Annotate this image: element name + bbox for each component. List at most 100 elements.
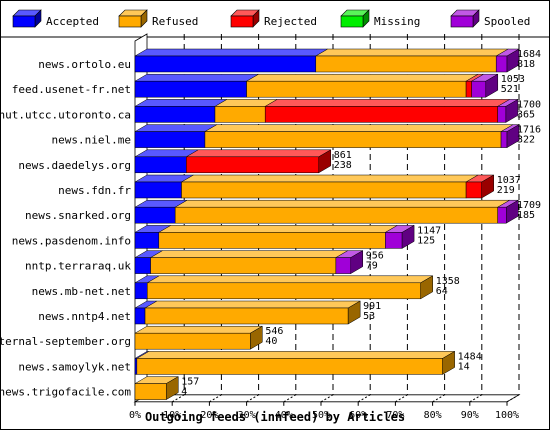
x-tick-label-0: 0%	[129, 410, 141, 421]
offered-label-nntp-terraraq-uk: 956	[366, 251, 384, 262]
bar-news-fdn-fr-refused	[181, 181, 467, 199]
offered-label-news-nntp4-net: 991	[363, 301, 381, 312]
category-label-news-mb-net-net: news.mb-net.net	[32, 285, 131, 298]
category-label-eternal-september-org: eternal-september.org	[1, 335, 131, 348]
bar-end-feed-usenet-fr-net	[485, 73, 499, 98]
x-tick-label-30: 30%	[238, 410, 256, 421]
bar-news-niel-me-spooled	[500, 131, 508, 148]
bar-news-niel-me-accepted	[134, 131, 206, 148]
bar-end-news-pasdenom-info	[401, 224, 415, 249]
bar-nut-utcc-utoronto-ca-rejected	[264, 106, 498, 123]
bar-feed-usenet-fr-net-refused	[246, 80, 467, 98]
bar-top-news-ortolo-eu-accepted	[134, 48, 329, 57]
offered-label-news-samoylyk-net: 1484	[458, 351, 482, 362]
bar-news-samoylyk-net-accepted	[134, 358, 138, 375]
bar-news-samoylyk-net-refused	[136, 358, 443, 375]
legend-label-missing: Missing	[374, 15, 420, 28]
bar-news-mb-net-net-refused	[147, 282, 421, 300]
x-axis-label: Outgoing feeds (innfeed) by Articles	[145, 410, 405, 424]
bar-news-trigofacile-com-refused	[134, 383, 167, 400]
bar-end-news-nntp4-net	[347, 300, 361, 325]
accepted-label-news-snarked-org: 185	[517, 210, 535, 221]
bar-news-niel-me-refused	[204, 131, 502, 148]
category-label-news-pasdenom-info: news.pasdenom.info	[12, 234, 131, 247]
bar-news-snarked-org-refused	[174, 206, 498, 224]
offered-label-feed-usenet-fr-net: 1053	[501, 74, 525, 85]
bar-top-news-pasdenom-info-refused	[157, 225, 399, 233]
legend-label-rejected: Rejected	[264, 15, 317, 28]
accepted-label-nntp-terraraq-uk: 79	[366, 261, 378, 272]
accepted-label-news-ortolo-eu: 818	[517, 59, 535, 70]
bar-end-news-snarked-org	[506, 199, 519, 224]
category-label-news-trigofacile-com: news.trigofacile.com	[1, 386, 131, 399]
bar-feed-usenet-fr-net-spooled	[471, 80, 487, 98]
category-label-news-ortolo-eu: news.ortolo.eu	[38, 58, 131, 71]
bar-top-eternal-september-org-refused	[134, 325, 264, 334]
offered-label-news-trigofacile-com: 157	[181, 377, 199, 388]
bar-end-news-niel-me	[506, 124, 520, 149]
bar-news-mb-net-net-accepted	[134, 282, 148, 300]
accepted-label-news-nntp4-net: 53	[363, 311, 375, 322]
bar-news-daedelys-org-accepted	[134, 156, 187, 174]
x-tick-label-20: 20%	[200, 410, 218, 421]
bar-nntp-terraraq-uk-refused	[150, 257, 337, 274]
accepted-label-news-pasdenom-info: 125	[417, 235, 435, 246]
bar-nut-utcc-utoronto-ca-spooled	[497, 106, 507, 123]
x-tick-label-80: 80%	[424, 410, 442, 421]
bar-top-news-daedelys-org-rejected	[185, 149, 332, 158]
bar-news-pasdenom-info-refused	[158, 232, 386, 249]
offered-label-news-daedelys-org: 861	[334, 150, 352, 161]
bar-top-nut-utcc-utoronto-ca-accepted	[134, 99, 228, 107]
bar-eternal-september-org-refused	[134, 332, 251, 350]
bar-news-daedelys-org-rejected	[186, 156, 320, 174]
legend-label-refused: Refused	[152, 15, 198, 28]
category-label-news-niel-me: news.niel.me	[52, 134, 131, 147]
bar-end-nntp-terraraq-uk	[350, 250, 364, 275]
bar-top-news-niel-me-accepted	[134, 124, 218, 132]
x-tick-label-70: 70%	[386, 410, 404, 421]
x-tick-label-40: 40%	[275, 410, 293, 421]
bar-news-nntp4-net-refused	[144, 307, 349, 325]
category-label-nntp-terraraq-uk: nntp.terraraq.uk	[25, 260, 131, 273]
bar-top-news-ortolo-eu-refused	[314, 48, 510, 57]
accepted-label-news-trigofacile-com: 4	[181, 387, 187, 398]
bar-top-news-fdn-fr-refused	[180, 174, 480, 183]
bar-nntp-terraraq-uk-spooled	[335, 257, 352, 274]
category-label-news-samoylyk-net: news.samoylyk.net	[18, 360, 131, 373]
bar-news-pasdenom-info-spooled	[385, 232, 403, 249]
legend: Accepted Refused Rejected Missing Spooled	[1, 9, 549, 38]
offered-label-nut-utcc-utoronto-ca: 1700	[517, 99, 541, 110]
offered-label-news-ortolo-eu: 1684	[517, 49, 541, 60]
offered-label-news-fdn-fr: 1037	[497, 175, 521, 186]
bar-news-fdn-fr-accepted	[134, 181, 182, 199]
bar-top-news-mb-net-net-refused	[146, 275, 434, 284]
bar-top-news-niel-me-refused	[204, 124, 514, 132]
bar-news-pasdenom-info-accepted	[134, 232, 160, 249]
plot-area: 0% 10% 20% 30% 40% 50% 60% 70% 80% 90% 100% news.or…	[1, 33, 541, 421]
bar-news-ortolo-eu-spooled	[495, 55, 508, 73]
bar-news-nntp4-net-accepted	[134, 307, 146, 325]
accepted-label-news-fdn-fr: 219	[497, 185, 515, 196]
bar-nut-utcc-utoronto-ca-refused	[214, 106, 266, 123]
bar-nntp-terraraq-uk-accepted	[134, 257, 151, 274]
bar-top-feed-usenet-fr-net-refused	[245, 73, 480, 82]
bar-feed-usenet-fr-net-rejected	[465, 80, 472, 98]
accepted-label-news-niel-me: 322	[517, 135, 535, 146]
bar-top-nut-utcc-utoronto-ca-rejected	[264, 99, 511, 107]
bar-feed-usenet-fr-net-accepted	[134, 80, 247, 98]
accepted-label-news-samoylyk-net: 14	[458, 361, 470, 372]
accepted-label-eternal-september-org: 40	[265, 336, 277, 347]
bar-end-news-trigofacile-com	[165, 376, 179, 401]
legend-swatch-missing	[340, 15, 364, 28]
bar-end-eternal-september-org	[250, 325, 263, 350]
bar-news-ortolo-eu-accepted	[134, 55, 317, 73]
x-tick-label-10: 10%	[163, 410, 181, 421]
x-tick-label-60: 60%	[349, 410, 367, 421]
category-label-nut-utcc-utoronto-ca: nut.utcc.utoronto.ca	[1, 108, 131, 121]
offered-label-news-niel-me: 1716	[517, 125, 541, 136]
bar-end-nut-utcc-utoronto-ca	[505, 98, 519, 123]
offered-label-news-pasdenom-info: 1147	[417, 225, 441, 236]
offered-label-news-snarked-org: 1709	[517, 200, 541, 211]
accepted-label-nut-utcc-utoronto-ca: 365	[517, 109, 535, 120]
bar-top-news-nntp4-net-refused	[144, 300, 362, 309]
